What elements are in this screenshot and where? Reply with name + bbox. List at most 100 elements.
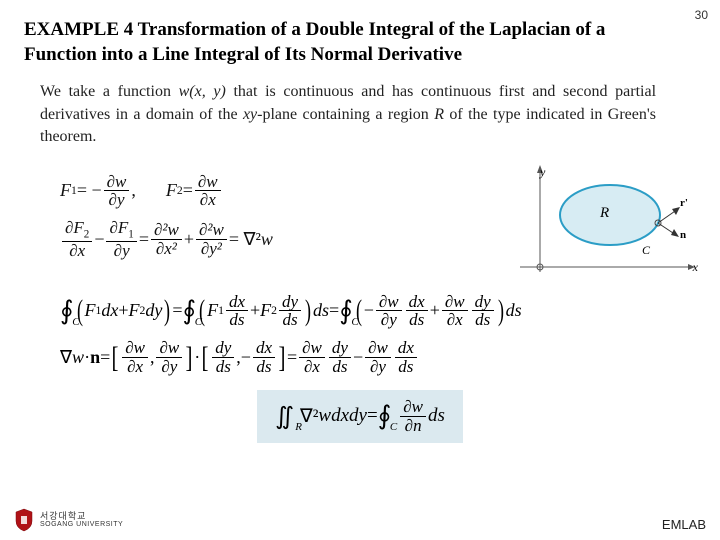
- n6: dy: [329, 339, 351, 358]
- n: ∂w: [122, 339, 148, 358]
- den4: ∂y: [111, 242, 133, 260]
- n2: dy: [279, 293, 301, 312]
- oint3-icon: ∮C: [339, 296, 353, 326]
- w: w: [72, 347, 84, 368]
- lp2: (: [199, 299, 205, 323]
- n4: dx: [406, 293, 428, 312]
- n: dx: [226, 293, 248, 312]
- oint4-icon: ∮C: [378, 401, 392, 431]
- d5: ∂x: [444, 311, 466, 329]
- frac-dwdn: ∂w∂n: [400, 398, 426, 435]
- example-title: EXAMPLE 4 Transformation of a Double Int…: [0, 0, 640, 77]
- equation-grad-dot-n: ∇w · n = [ ∂w∂x , ∂w∂y ] · [ dyds , − dx…: [0, 333, 720, 380]
- m: −: [364, 300, 374, 321]
- num: ∂w: [104, 173, 130, 192]
- d7: ∂y: [367, 358, 389, 376]
- intro-w: w(x, y): [179, 83, 226, 100]
- frac-dxds: dxds: [226, 293, 248, 330]
- n3: dy: [212, 339, 234, 358]
- s2b: 2: [271, 304, 277, 317]
- d6: ds: [329, 358, 350, 376]
- frac-dyds4: dyds: [329, 339, 351, 376]
- p2: +: [250, 300, 260, 321]
- n-vec: n: [90, 347, 100, 368]
- nab: = ∇²: [229, 229, 261, 250]
- intro-paragraph: We take a function w(x, y) that is conti…: [0, 77, 680, 158]
- intro-text-3: -plane containing a region: [257, 106, 434, 123]
- n7: ∂w: [365, 339, 391, 358]
- d6: ds: [472, 311, 493, 329]
- n5: ∂w: [442, 293, 468, 312]
- region-r-label: R: [600, 205, 609, 222]
- sub: R: [295, 421, 302, 433]
- equation-laplacian: ∂F2 ∂x − ∂F1 ∂y = ∂²w∂x² + ∂²w∂y² = ∇²w: [60, 219, 490, 260]
- frac-dwdx2: ∂w∂x: [122, 339, 148, 376]
- sep2: =: [183, 180, 193, 201]
- frac-dyds3: dyds: [212, 339, 234, 376]
- d4: ds: [253, 358, 274, 376]
- equations-block: F1 = − ∂w∂y , F2 = ∂w∂x ∂F2 ∂x − ∂F1 ∂y …: [60, 163, 490, 271]
- frac-dyds2: dyds: [472, 293, 494, 330]
- uni-english: SOGANG UNIVERSITY: [40, 521, 123, 528]
- eq: =: [172, 300, 182, 321]
- rprime-label: r': [680, 197, 688, 209]
- d: ds: [226, 311, 247, 329]
- grad: ∇: [60, 347, 72, 368]
- n4: dx: [253, 339, 275, 358]
- d2: ds: [279, 311, 300, 329]
- den: ∂y: [106, 191, 128, 209]
- eq: =: [367, 405, 378, 427]
- s1b: 1: [218, 304, 224, 317]
- f2-sym: F: [166, 180, 177, 201]
- frac-dwdy: ∂w∂y: [376, 293, 402, 330]
- sub2: C: [390, 421, 397, 433]
- eq: =: [100, 347, 110, 368]
- f1-sym: F: [60, 180, 71, 201]
- minus: −: [94, 229, 104, 250]
- s: 2: [84, 229, 90, 241]
- rb: ]: [186, 346, 193, 370]
- frac-dw-dy: ∂w∂y: [104, 173, 130, 210]
- y-axis-label: y: [540, 165, 545, 180]
- m2: −: [353, 347, 363, 368]
- den2: ∂x: [197, 191, 219, 209]
- eq2: =: [287, 347, 297, 368]
- frac-dwdx: ∂w∂x: [442, 293, 468, 330]
- diagram-svg: [500, 157, 700, 287]
- frac-d2w-dx2: ∂²w∂x²: [151, 221, 182, 258]
- n5: ∂²w: [151, 221, 182, 240]
- frac-d2w-dy2: ∂²w∂y²: [196, 221, 227, 258]
- logo-text: 서강대학교 SOGANG UNIVERSITY: [40, 512, 123, 528]
- f2: F: [129, 300, 140, 321]
- num2: ∂w: [195, 173, 221, 192]
- intro-R: R: [434, 106, 444, 123]
- n5: ∂w: [299, 339, 325, 358]
- d5: ∂x²: [153, 240, 180, 258]
- dy: dy: [145, 300, 162, 321]
- rp2: ): [305, 299, 311, 323]
- lp3: (: [356, 299, 362, 323]
- n: ∂w: [400, 398, 426, 417]
- n6: dy: [472, 293, 494, 312]
- shield-icon: [14, 508, 34, 532]
- n6: ∂²w: [196, 221, 227, 240]
- d8: ds: [395, 358, 416, 376]
- intro-text: We take a function: [40, 83, 179, 100]
- equation-f1-f2: F1 = − ∂w∂y , F2 = ∂w∂x: [60, 173, 490, 210]
- frac-dwdy3: ∂w∂y: [365, 339, 391, 376]
- d5: ∂x: [301, 358, 323, 376]
- frac-dxds3: dxds: [253, 339, 275, 376]
- frac-dxds2: dxds: [406, 293, 428, 330]
- comma: ,: [131, 180, 136, 201]
- equation-line-integral: ∮C ( F1dx + F2dy ) = ∮C ( F1 dxds + F2 d…: [0, 287, 720, 334]
- plus: +: [184, 229, 194, 250]
- frac-dwdx3: ∂w∂x: [299, 339, 325, 376]
- page-number: 30: [695, 8, 708, 22]
- m: −: [241, 347, 251, 368]
- d2: ∂y: [158, 358, 180, 376]
- n2: ∂w: [156, 339, 182, 358]
- d3: ds: [213, 358, 234, 376]
- lb: [: [112, 346, 119, 370]
- f1b: F: [207, 300, 218, 321]
- d6: ∂y²: [198, 240, 225, 258]
